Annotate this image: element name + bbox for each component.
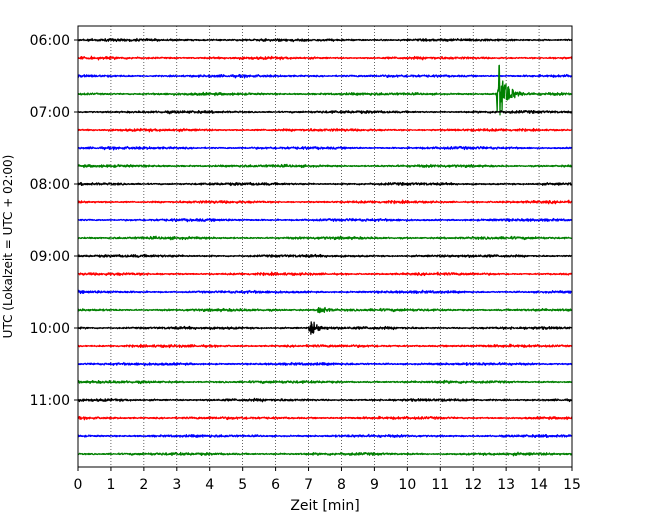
x-axis-ticks: 0 1 2 3 4 5 6 7 8 9 10 11 12 13 14 15 [74, 467, 581, 493]
x-tick-label: 11 [431, 477, 449, 493]
x-tick-label: 6 [271, 477, 280, 493]
y-axis-ticks: 06:00 07:00 08:00 09:00 10:00 11:00 [30, 33, 78, 409]
trace-1130 [77, 433, 573, 439]
trace-0945 [77, 306, 573, 314]
x-tick-label: 15 [563, 477, 581, 493]
trace-0630 [77, 73, 573, 79]
x-tick-label: 14 [530, 477, 548, 493]
y-tick-label: 07:00 [30, 105, 70, 121]
x-tick-label: 2 [139, 477, 148, 493]
trace-0745 [77, 163, 573, 169]
trace-1045 [77, 379, 573, 385]
y-tick-label: 08:00 [30, 177, 70, 193]
trace-0845 [77, 235, 573, 241]
seismic-traces [77, 37, 573, 457]
y-tick-label: 11:00 [30, 393, 70, 409]
trace-1115 [77, 415, 573, 421]
x-tick-label: 3 [172, 477, 181, 493]
x-tick-label: 10 [398, 477, 416, 493]
trace-0715 [77, 127, 573, 133]
trace-0730 [77, 145, 573, 151]
trace-1145 [77, 451, 573, 457]
trace-0915 [77, 271, 573, 277]
trace-0800 [77, 181, 573, 187]
y-axis-label: UTC (Lokalzeit = UTC + 02:00) [1, 155, 15, 339]
y-tick-label: 09:00 [30, 249, 70, 265]
x-tick-label: 4 [205, 477, 214, 493]
x-axis-label: Zeit [min] [290, 498, 359, 514]
x-tick-label: 9 [370, 477, 379, 493]
trace-0815 [77, 199, 573, 205]
trace-1000 [77, 321, 573, 335]
x-tick-label: 7 [304, 477, 313, 493]
trace-0615 [77, 55, 573, 61]
trace-0700 [77, 109, 573, 115]
trace-0645 [77, 64, 573, 116]
trace-0900 [77, 253, 573, 259]
trace-1015 [77, 343, 573, 349]
trace-1100 [77, 397, 573, 403]
plot-frame [77, 25, 573, 468]
x-tick-label: 0 [74, 477, 83, 493]
trace-1030 [77, 361, 573, 367]
y-tick-label: 06:00 [30, 33, 70, 49]
x-tick-label: 13 [497, 477, 515, 493]
x-tick-label: 5 [238, 477, 247, 493]
x-tick-label: 8 [337, 477, 346, 493]
x-tick-label: 1 [106, 477, 115, 493]
y-tick-label: 10:00 [30, 321, 70, 337]
x-tick-label: 12 [464, 477, 482, 493]
trace-0600 [77, 37, 573, 43]
trace-0930 [77, 289, 573, 295]
trace-0830 [77, 217, 573, 223]
